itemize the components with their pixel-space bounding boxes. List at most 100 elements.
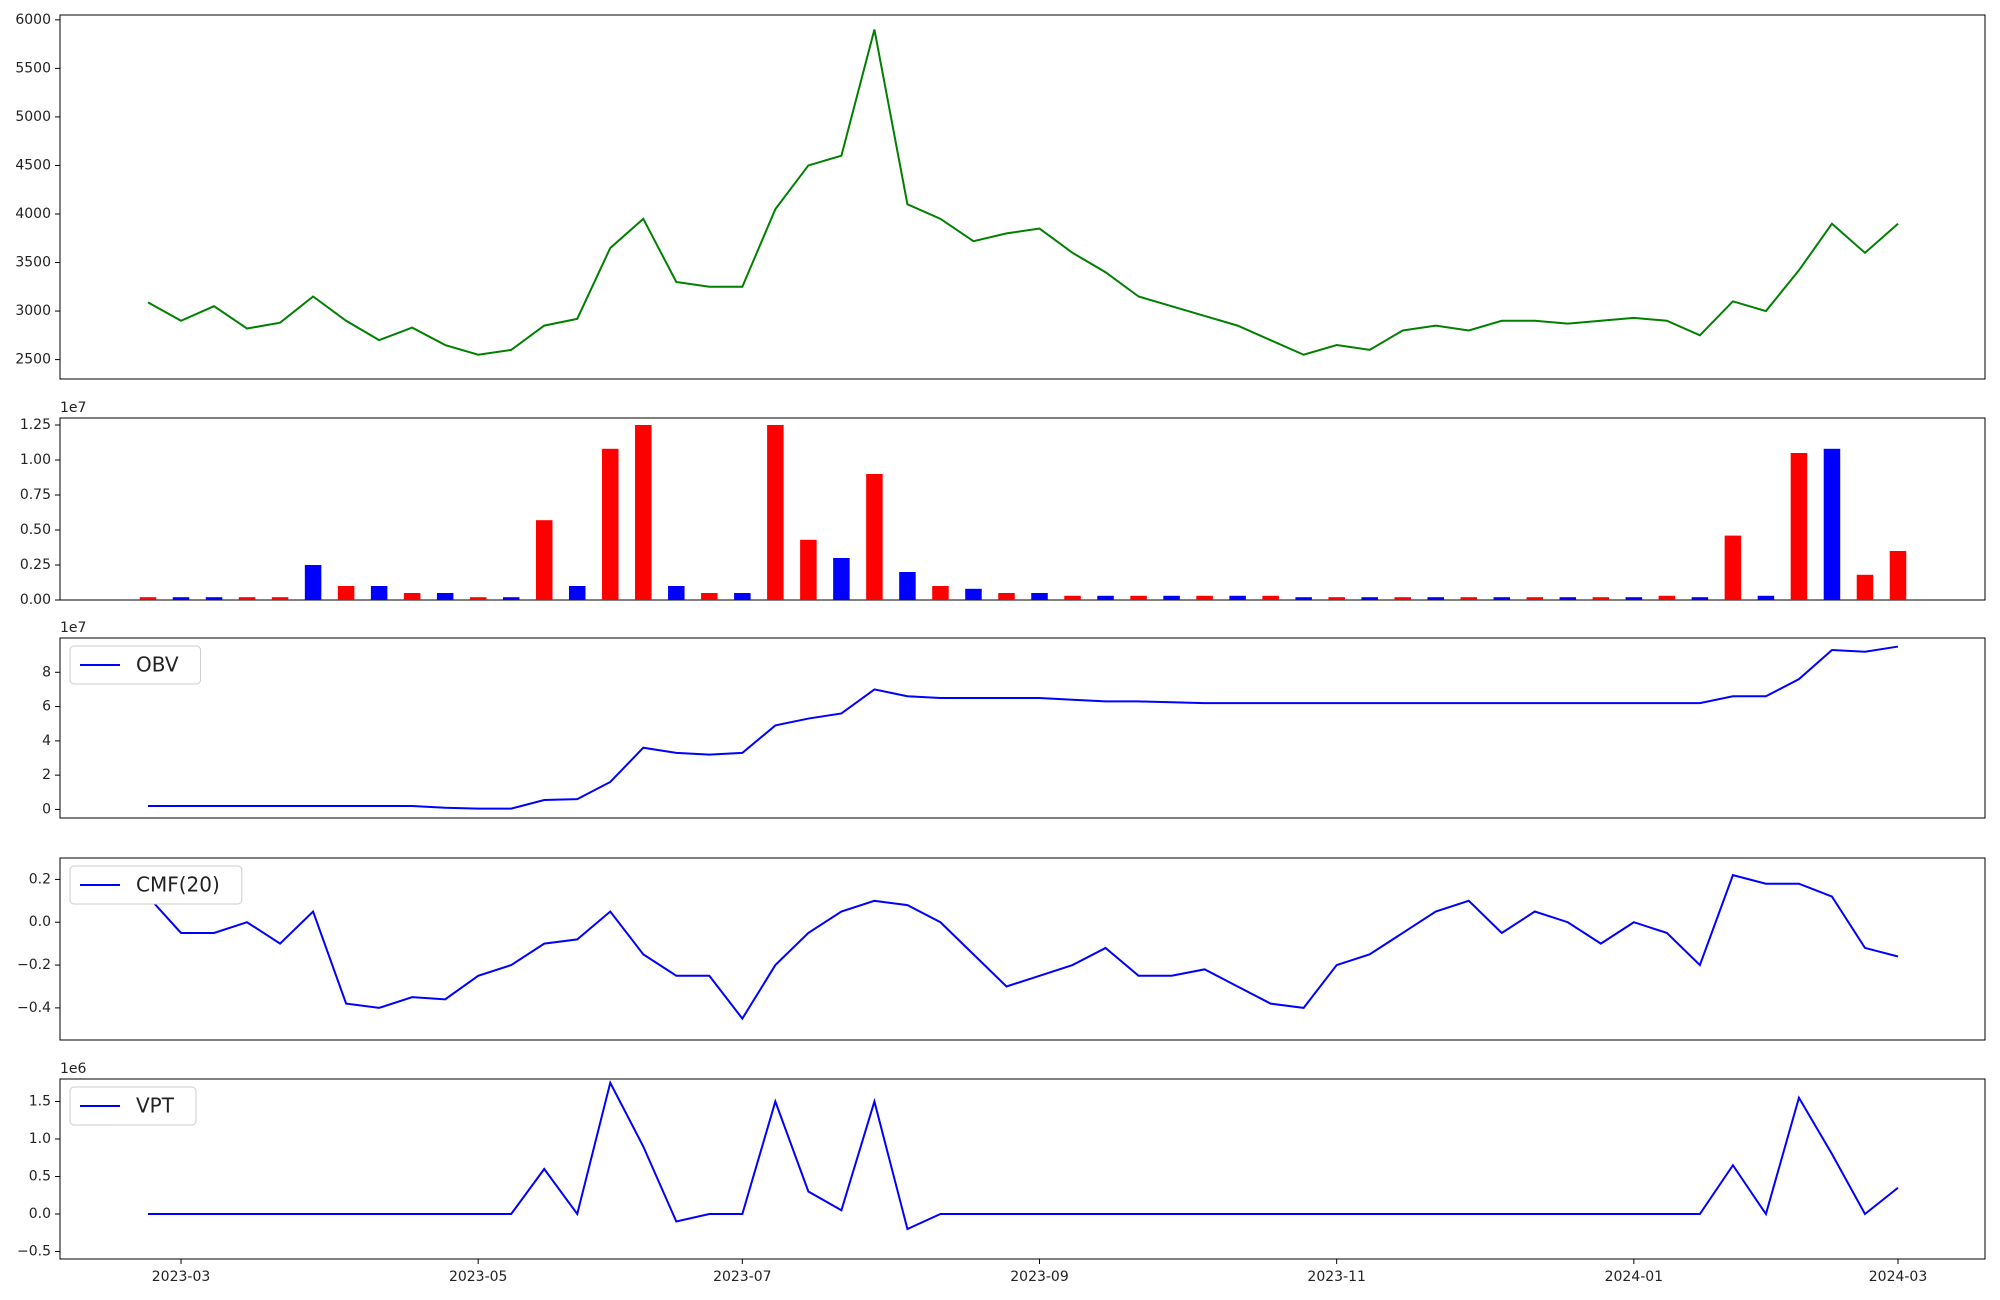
- legend-box: [69, 645, 202, 685]
- y-tick-label: 4500: [15, 157, 51, 173]
- bar: [932, 586, 949, 600]
- bar: [668, 586, 685, 600]
- bar: [734, 593, 751, 600]
- bar: [1295, 597, 1312, 600]
- x-tick-label: 2023-03: [152, 1269, 211, 1285]
- bar: [1526, 597, 1544, 600]
- bar: [701, 593, 718, 600]
- bar: [1493, 597, 1511, 600]
- bar: [1592, 597, 1610, 600]
- bar: [370, 586, 388, 600]
- bar: [1163, 595, 1180, 600]
- y-tick-label: 6: [42, 699, 51, 715]
- bar: [502, 597, 520, 600]
- x-tick-label: 2024-01: [1605, 1269, 1664, 1285]
- y-tick-label: 2500: [15, 352, 51, 368]
- bar: [1427, 597, 1444, 600]
- bar: [1691, 597, 1709, 600]
- bar: [205, 597, 223, 600]
- axes-frame: [59, 637, 1986, 819]
- y-tick-label: 4: [42, 733, 51, 749]
- y-tick-label: 0.25: [20, 557, 51, 573]
- offset-text: 1e6: [60, 1061, 87, 1077]
- y-tick-label: 2: [42, 767, 51, 783]
- legend-box: [69, 865, 243, 905]
- y-tick-label: −0.4: [17, 1000, 51, 1016]
- bar: [1823, 448, 1841, 600]
- x-tick-label: 2023-07: [713, 1269, 772, 1285]
- bar: [965, 588, 982, 600]
- y-tick-label: 0.50: [20, 522, 51, 538]
- bar: [635, 425, 652, 600]
- bar: [403, 593, 421, 600]
- x-tick-label: 2023-05: [449, 1269, 508, 1285]
- bar: [1625, 597, 1643, 600]
- y-tick-label: −0.2: [17, 957, 51, 973]
- bar: [1196, 595, 1213, 600]
- y-tick-label: 0: [42, 801, 51, 817]
- bar: [1757, 595, 1775, 600]
- line-series: [147, 873, 1899, 1021]
- bar: [304, 565, 322, 600]
- bar: [1559, 597, 1577, 600]
- x-tick-label: 2024-03: [1869, 1269, 1928, 1285]
- axes-frame: [59, 417, 1986, 601]
- axes-frame: [59, 857, 1986, 1041]
- bar: [172, 597, 190, 600]
- line-series: [148, 1079, 1899, 1231]
- bar: [833, 558, 850, 600]
- axes-frame: [59, 14, 1986, 380]
- legend-box: [69, 1086, 197, 1126]
- bar: [1394, 597, 1411, 600]
- bar: [800, 539, 817, 600]
- y-tick-label: 0.0: [29, 1206, 51, 1222]
- bar: [1361, 597, 1378, 600]
- bar: [436, 593, 454, 600]
- bar: [866, 474, 883, 600]
- bar: [998, 593, 1015, 600]
- y-tick-label: 1.25: [20, 417, 51, 433]
- bar: [1724, 535, 1742, 600]
- bar: [1229, 595, 1246, 600]
- y-tick-label: 1.00: [20, 452, 51, 468]
- bar: [238, 597, 256, 600]
- bar: [1856, 574, 1874, 600]
- bar: [1889, 551, 1907, 600]
- bar: [1130, 595, 1147, 600]
- bar: [767, 425, 784, 600]
- y-tick-label: 4000: [15, 206, 51, 222]
- bar: [1658, 595, 1676, 600]
- axes-frame: [59, 1078, 1986, 1260]
- y-tick-label: 1.5: [29, 1094, 51, 1110]
- bar: [899, 572, 916, 600]
- bar: [1031, 593, 1048, 600]
- bar: [139, 597, 157, 600]
- y-tick-label: 3500: [15, 255, 51, 271]
- bar: [602, 448, 619, 600]
- x-tick-label: 2023-09: [1010, 1269, 1069, 1285]
- y-tick-label: 5000: [15, 109, 51, 125]
- y-tick-label: 0.00: [20, 592, 51, 608]
- bar: [1460, 597, 1478, 600]
- bar: [568, 586, 586, 600]
- bar: [1097, 595, 1114, 600]
- y-tick-label: −0.5: [17, 1244, 51, 1260]
- bar: [1262, 595, 1279, 600]
- y-tick-label: 5500: [15, 60, 51, 76]
- legend-label: CMF(20): [136, 873, 220, 897]
- y-tick-label: 0.2: [29, 871, 51, 887]
- bar: [535, 520, 553, 600]
- legend-label: VPT: [136, 1094, 175, 1118]
- x-tick-label: 2023-11: [1307, 1269, 1366, 1285]
- line-series: [148, 645, 1899, 810]
- bar: [271, 597, 289, 600]
- offset-text: 1e7: [60, 620, 86, 636]
- y-tick-label: 6000: [15, 12, 51, 28]
- bar: [337, 586, 355, 600]
- bar: [469, 597, 487, 600]
- bar: [1328, 597, 1345, 600]
- y-tick-label: 0.75: [20, 487, 51, 503]
- y-tick-label: 8: [42, 664, 51, 680]
- y-tick-label: 1.0: [29, 1131, 51, 1147]
